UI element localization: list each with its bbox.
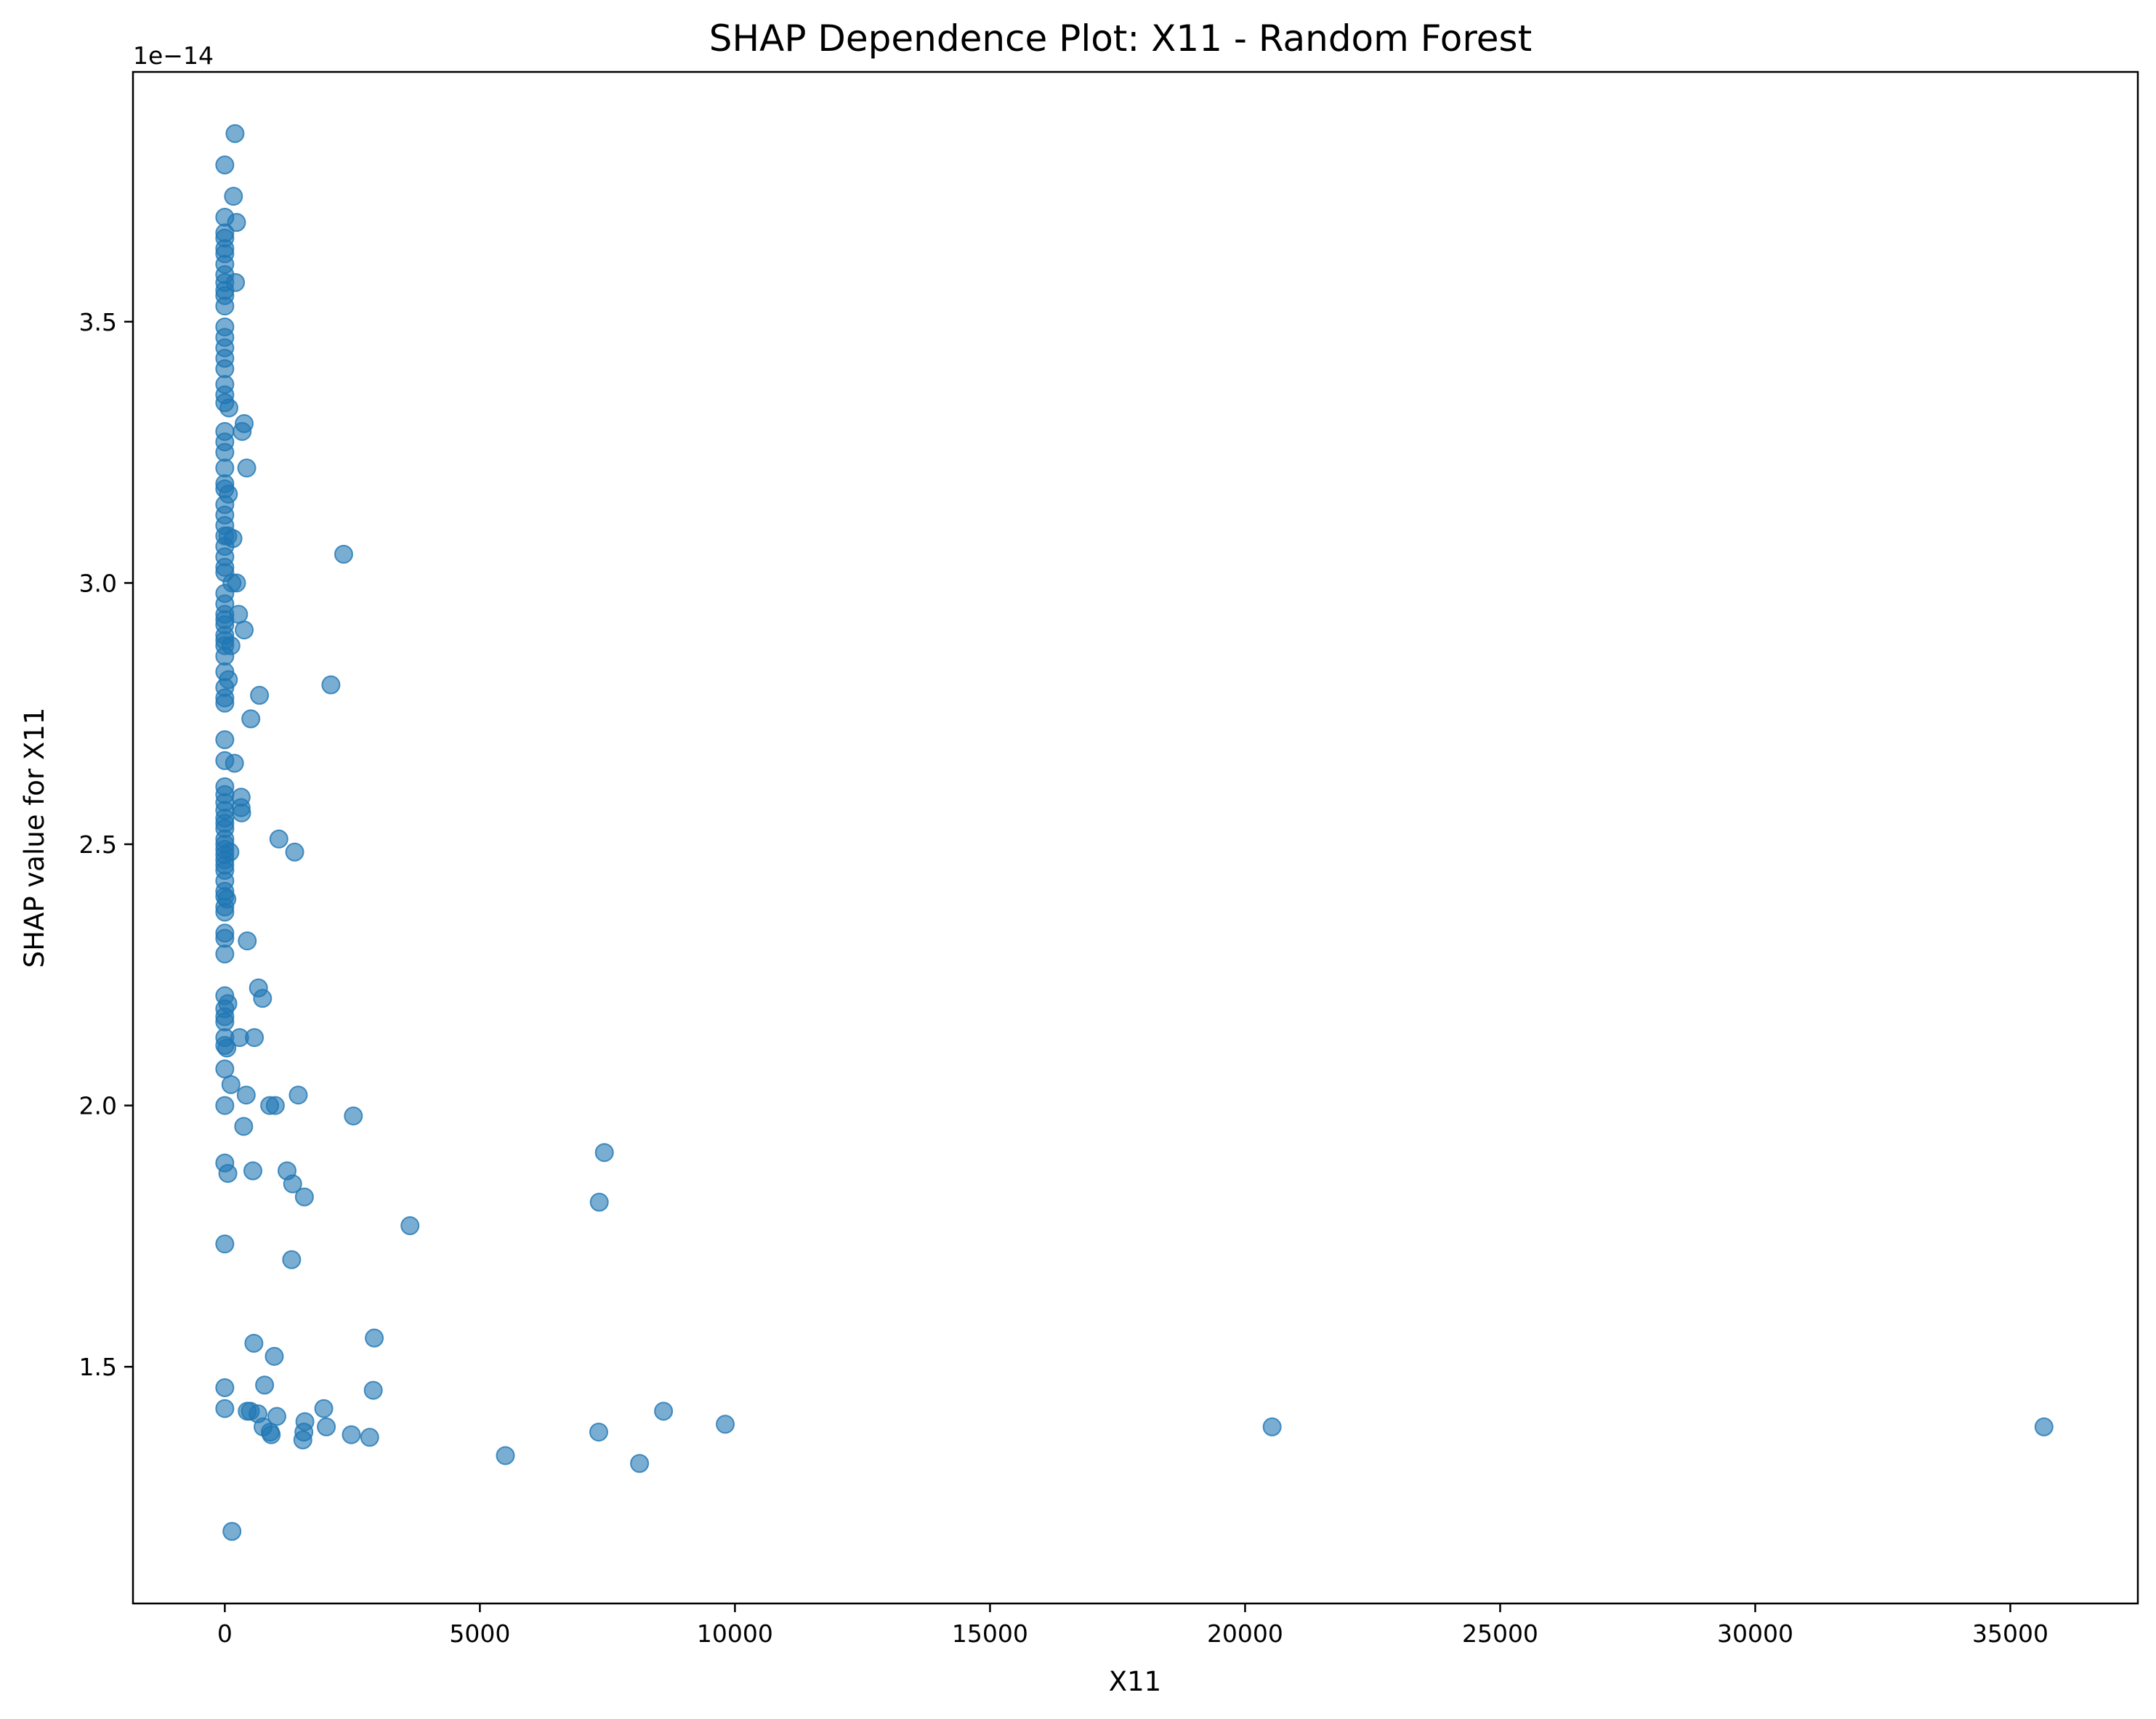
x-tick-label: 0 (217, 1619, 233, 1648)
scatter-point (218, 1164, 238, 1184)
scatter-point (215, 647, 235, 666)
y-axis-label: SHAP value for X11 (19, 708, 50, 968)
x-axis-label: X11 (1109, 1666, 1161, 1697)
scatter-point (225, 753, 244, 773)
scatter-point (344, 1106, 363, 1125)
scatter-point (215, 1096, 235, 1115)
scatter-point (262, 1425, 281, 1444)
x-tick-label: 15000 (952, 1619, 1028, 1648)
scatter-point (342, 1425, 361, 1444)
scatter-point (233, 421, 252, 441)
x-tick-label: 25000 (1462, 1619, 1538, 1648)
scatter-point (235, 620, 254, 640)
scatter-point (285, 842, 304, 862)
x-tick-label: 35000 (1972, 1619, 2048, 1648)
x-axis-ticks: 0 5000 10000 15000 20000 25000 30000 35000 (217, 1603, 2048, 1648)
scatter-point (215, 359, 235, 379)
scatter-point (215, 902, 235, 922)
scatter-point (215, 693, 235, 713)
scatter-point (227, 213, 246, 232)
scatter-point (334, 544, 353, 564)
scatter-point (360, 1428, 379, 1447)
y-tick-label: 1.5 (79, 1353, 117, 1381)
plot-area-frame (132, 70, 2139, 1605)
x-tick-label: 5000 (449, 1619, 510, 1648)
scatter-point (237, 458, 257, 478)
scatter-point (234, 1117, 254, 1136)
y-tick-label: 2.0 (79, 1092, 117, 1120)
scatter-point (215, 730, 235, 750)
scatter-point (215, 929, 235, 948)
scatter-point (250, 686, 270, 705)
scatter-point (215, 945, 235, 964)
scatter-point (225, 124, 245, 143)
scatter-point (253, 989, 272, 1008)
scatter-point (365, 1328, 384, 1348)
scatter-point (2034, 1417, 2054, 1436)
scatter-point (215, 296, 235, 316)
chart-title: SHAP Dependence Plot: X11 - Random Fores… (709, 17, 1532, 60)
y-tick-label: 2.5 (79, 830, 117, 859)
scatter-point (241, 709, 261, 729)
scatter-point (282, 1250, 302, 1269)
scatter-point (227, 573, 246, 593)
scatter-point (217, 1038, 237, 1058)
scatter-point (314, 1399, 334, 1418)
scatter-point (224, 187, 243, 206)
scatter-point (215, 458, 235, 478)
scatter-point (589, 1423, 608, 1442)
scatter-point (321, 675, 341, 695)
scatter-point (219, 398, 238, 418)
scatter-point (244, 1333, 264, 1353)
scatter-point (215, 1012, 235, 1032)
scatter-point (215, 442, 235, 462)
scatter-point (496, 1446, 515, 1465)
scatter-point (255, 1375, 275, 1395)
scatter-point (594, 1143, 614, 1162)
scatter-point (283, 1174, 302, 1194)
x-tick-label: 20000 (1207, 1619, 1283, 1648)
scatter-point (238, 931, 257, 951)
scatter-point (265, 1346, 284, 1366)
scatter-point (363, 1380, 383, 1400)
scatter-point (245, 1028, 265, 1048)
scatter-point (288, 1085, 308, 1105)
scatter-point (630, 1454, 650, 1473)
scatter-point (215, 1399, 235, 1418)
y-offset-label: 1e−14 (133, 41, 214, 70)
scatter-point (293, 1430, 312, 1449)
scatter-point (269, 829, 288, 849)
y-tick-label: 3.5 (79, 308, 117, 336)
scatter-point (232, 803, 251, 822)
y-tick-label: 3.0 (79, 569, 117, 597)
scatter-point (317, 1417, 336, 1436)
scatter-point (267, 1407, 286, 1426)
scatter-point (215, 1378, 235, 1397)
x-tick-label: 30000 (1717, 1619, 1793, 1648)
scatter-point (294, 1187, 314, 1207)
scatter-point (215, 1059, 235, 1079)
scatter-point (236, 1085, 256, 1105)
scatter-point (215, 155, 235, 175)
scatter-point (716, 1415, 735, 1434)
y-axis-ticks: 1.5 2.0 2.5 3.0 3.5 (79, 308, 133, 1381)
scatter-point (222, 1521, 242, 1541)
x-tick-label: 10000 (697, 1619, 773, 1648)
scatter-point (400, 1216, 420, 1236)
scatter-point (221, 1075, 241, 1094)
scatter-point (215, 1234, 235, 1254)
scatter-point (654, 1402, 674, 1421)
scatter-point (1262, 1417, 1282, 1436)
scatter-point (265, 1096, 285, 1115)
scatter-points (215, 124, 2054, 1541)
scatter-point (589, 1192, 609, 1212)
scatter-point (243, 1161, 262, 1181)
